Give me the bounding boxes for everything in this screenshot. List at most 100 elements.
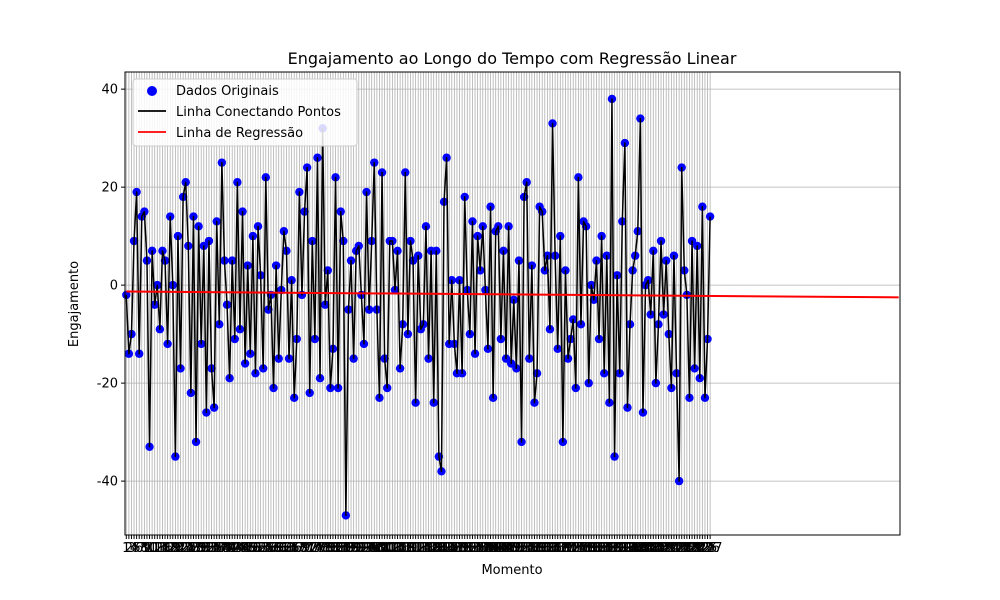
x-tick-label: 142	[478, 541, 503, 556]
x-tick-label: 162	[530, 541, 555, 556]
x-tick-label: 33	[201, 541, 218, 556]
x-tick-label: 30	[193, 541, 210, 556]
x-tick-label: 6	[135, 541, 143, 556]
x-tick-label: 176	[566, 541, 591, 556]
x-tick-label: 75	[309, 541, 326, 556]
x-tick-label: 134	[457, 541, 482, 556]
x-tick-label: 146	[488, 541, 513, 556]
x-tick-label: 34	[203, 541, 220, 556]
x-tick-label: 220	[680, 541, 705, 556]
x-tick-label: 128	[442, 541, 467, 556]
x-tick-label: 139	[470, 541, 495, 556]
x-tick-label: 178	[571, 541, 596, 556]
x-tick-label: 67	[289, 541, 306, 556]
x-tick-label: 217	[672, 541, 697, 556]
x-tick-label: 160	[525, 541, 550, 556]
x-tick-label: 85	[335, 541, 352, 556]
x-tick-label: 21	[170, 541, 187, 556]
x-tick-label: 100	[370, 541, 395, 556]
x-tick-label: 131	[450, 541, 475, 556]
x-tick-label: 161	[527, 541, 552, 556]
x-tick-label: 215	[667, 541, 692, 556]
x-tick-label: 192	[607, 541, 632, 556]
x-tick-label: 90	[348, 541, 365, 556]
x-tick-label: 129	[445, 541, 470, 556]
x-tick-label: 182	[581, 541, 606, 556]
x-tick-label: 189	[600, 541, 625, 556]
x-tick-label: 99	[371, 541, 388, 556]
x-tick-label: 203	[636, 541, 661, 556]
x-tick-label: 205	[641, 541, 666, 556]
x-tick-label: 69	[294, 541, 311, 556]
x-tick-label: 213	[662, 541, 687, 556]
x-tick-label: 88	[343, 541, 360, 556]
x-tick-label: 216	[669, 541, 694, 556]
x-tick-label: 95	[361, 541, 378, 556]
x-tick-label: 163	[532, 541, 557, 556]
x-tick-label: 106	[385, 541, 410, 556]
x-tick-label: 22	[172, 541, 189, 556]
x-tick-label: 61	[273, 541, 290, 556]
x-tick-label: 105	[383, 541, 408, 556]
x-tick-label: 48	[239, 541, 256, 556]
x-tick-label: 227	[698, 541, 723, 556]
x-tick-label: 136	[463, 541, 488, 556]
x-tick-label: 204	[638, 541, 663, 556]
x-tick-label: 168	[545, 541, 570, 556]
x-tick-label: 27	[185, 541, 202, 556]
x-tick-label: 52	[250, 541, 267, 556]
x-tick-label: 44	[229, 541, 246, 556]
x-tick-label: 212	[659, 541, 684, 556]
x-tick-label: 219	[677, 541, 702, 556]
regression-line	[126, 290, 899, 299]
x-tick-label: 181	[579, 541, 604, 556]
x-tick-label: 10	[141, 541, 158, 556]
x-tick-label: 29	[190, 541, 207, 556]
x-tick-label: 41	[221, 541, 238, 556]
x-tick-label: 60	[270, 541, 287, 556]
x-tick-label: 62	[276, 541, 293, 556]
x-tick-label: 66	[286, 541, 303, 556]
x-tick-label: 225	[693, 541, 718, 556]
x-tick-label: 183	[584, 541, 609, 556]
x-tick-label: 26	[183, 541, 200, 556]
x-tick-label: 20	[167, 541, 184, 556]
x-tick-label: 174	[561, 541, 586, 556]
x-tick-label: 42	[224, 541, 241, 556]
x-tick-label: 121	[424, 541, 449, 556]
x-tick-label: 104	[380, 541, 405, 556]
x-tick-label: 8	[140, 541, 148, 556]
x-tick-label: 32	[198, 541, 215, 556]
x-tick-label: 218	[674, 541, 699, 556]
x-tick-label: 111	[398, 541, 423, 556]
x-tick-label: 40	[219, 541, 236, 556]
x-tick-label: 224	[690, 541, 715, 556]
x-tick-label: 28	[188, 541, 205, 556]
y-tick-label: 40	[101, 83, 118, 98]
x-tick-label: 117	[414, 541, 439, 556]
x-tick-label: 83	[330, 541, 347, 556]
x-tick-label: 86	[338, 541, 355, 556]
y-axis-label: Engajamento	[67, 261, 82, 347]
x-tick-label: 80	[322, 541, 339, 556]
x-tick-label: 180	[576, 541, 601, 556]
x-tick-label: 35	[206, 541, 223, 556]
x-tick-label: 210	[654, 541, 679, 556]
x-tick-label: 76	[312, 541, 329, 556]
x-tick-label: 47	[237, 541, 254, 556]
x-tick-label: 96	[363, 541, 380, 556]
x-tick-label: 14	[152, 541, 169, 556]
x-tick-label: 127	[439, 541, 464, 556]
x-tick-label: 141	[476, 541, 501, 556]
x-tick-label: 25	[180, 541, 197, 556]
x-tick-label: 120	[421, 541, 446, 556]
x-tick-label: 79	[320, 541, 337, 556]
x-tick-label: 17	[159, 541, 176, 556]
y-tick-label: -20	[97, 377, 118, 392]
x-tick-label: 108	[390, 541, 415, 556]
connecting-line	[125, 98, 711, 517]
x-tick-label: 54	[255, 541, 272, 556]
x-tick-label: 186	[592, 541, 617, 556]
x-tick-label: 109	[393, 541, 418, 556]
